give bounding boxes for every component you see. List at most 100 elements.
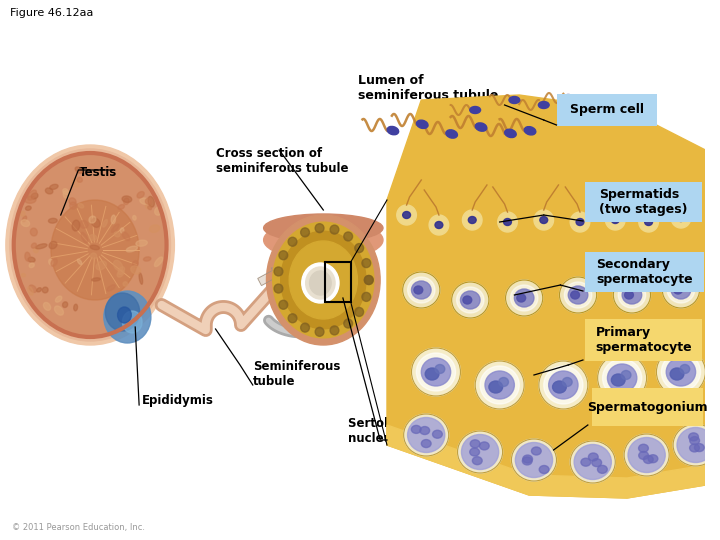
Ellipse shape	[21, 274, 25, 277]
Ellipse shape	[75, 167, 83, 173]
Ellipse shape	[426, 368, 439, 380]
Ellipse shape	[673, 424, 718, 466]
Ellipse shape	[132, 215, 136, 220]
Ellipse shape	[105, 293, 140, 331]
Ellipse shape	[509, 97, 520, 104]
Ellipse shape	[10, 149, 171, 341]
Circle shape	[362, 259, 371, 268]
Ellipse shape	[117, 270, 124, 277]
Ellipse shape	[124, 198, 129, 205]
FancyBboxPatch shape	[585, 319, 703, 361]
Ellipse shape	[690, 444, 699, 452]
Circle shape	[279, 251, 288, 260]
Ellipse shape	[266, 215, 380, 345]
Ellipse shape	[114, 260, 122, 271]
Circle shape	[570, 212, 590, 232]
Ellipse shape	[136, 240, 148, 246]
Ellipse shape	[499, 377, 508, 387]
Ellipse shape	[21, 220, 30, 226]
Ellipse shape	[690, 437, 700, 444]
Circle shape	[343, 232, 353, 241]
Ellipse shape	[603, 359, 642, 397]
Ellipse shape	[22, 216, 27, 222]
Ellipse shape	[639, 444, 649, 452]
Ellipse shape	[81, 232, 88, 243]
Circle shape	[288, 237, 297, 246]
Ellipse shape	[549, 371, 578, 399]
Ellipse shape	[421, 358, 451, 386]
Ellipse shape	[6, 145, 174, 345]
Ellipse shape	[91, 278, 100, 281]
Circle shape	[498, 212, 517, 232]
Ellipse shape	[114, 232, 120, 237]
Circle shape	[288, 314, 297, 323]
Text: Epididymis: Epididymis	[142, 394, 214, 407]
Ellipse shape	[50, 184, 58, 190]
Ellipse shape	[511, 439, 557, 481]
Text: Testis: Testis	[78, 166, 117, 179]
Ellipse shape	[446, 130, 457, 138]
Ellipse shape	[89, 216, 96, 223]
Ellipse shape	[622, 286, 642, 304]
Ellipse shape	[677, 428, 714, 462]
Ellipse shape	[564, 282, 592, 308]
Ellipse shape	[32, 243, 37, 248]
FancyArrow shape	[334, 289, 351, 315]
Ellipse shape	[416, 120, 428, 129]
Ellipse shape	[670, 368, 684, 380]
Ellipse shape	[514, 289, 534, 307]
Ellipse shape	[33, 247, 38, 253]
Circle shape	[639, 212, 658, 232]
Ellipse shape	[122, 232, 130, 241]
Ellipse shape	[414, 286, 423, 294]
Ellipse shape	[680, 364, 690, 374]
Ellipse shape	[469, 448, 480, 456]
Ellipse shape	[544, 366, 583, 404]
Ellipse shape	[310, 271, 331, 295]
Ellipse shape	[475, 123, 487, 131]
Text: Seminiferous
tubule: Seminiferous tubule	[253, 360, 340, 388]
Ellipse shape	[27, 190, 37, 200]
Ellipse shape	[148, 206, 152, 210]
Ellipse shape	[30, 228, 37, 236]
Polygon shape	[387, 425, 706, 498]
Circle shape	[364, 275, 373, 285]
Ellipse shape	[657, 348, 706, 396]
Ellipse shape	[122, 311, 142, 333]
FancyBboxPatch shape	[585, 252, 704, 292]
FancyBboxPatch shape	[592, 388, 703, 426]
Ellipse shape	[281, 231, 366, 329]
Ellipse shape	[154, 257, 163, 267]
Ellipse shape	[49, 259, 53, 265]
Text: Spermatogonium: Spermatogonium	[588, 401, 708, 414]
Ellipse shape	[72, 178, 79, 187]
Ellipse shape	[559, 277, 597, 313]
Ellipse shape	[581, 458, 590, 466]
Ellipse shape	[677, 214, 685, 221]
Ellipse shape	[539, 102, 549, 109]
Ellipse shape	[14, 153, 166, 337]
Ellipse shape	[145, 202, 151, 209]
Ellipse shape	[51, 259, 58, 266]
Ellipse shape	[118, 267, 125, 274]
Ellipse shape	[302, 263, 339, 303]
Ellipse shape	[107, 285, 115, 291]
Ellipse shape	[35, 244, 47, 249]
Ellipse shape	[451, 282, 489, 318]
Ellipse shape	[592, 458, 602, 467]
Ellipse shape	[150, 225, 160, 232]
Ellipse shape	[470, 440, 480, 448]
Ellipse shape	[570, 441, 616, 483]
Polygon shape	[387, 95, 706, 498]
Circle shape	[355, 307, 364, 316]
Ellipse shape	[140, 198, 150, 204]
Ellipse shape	[78, 204, 84, 208]
Ellipse shape	[306, 267, 335, 299]
Ellipse shape	[21, 212, 25, 216]
Ellipse shape	[264, 214, 383, 242]
Text: Cross section of
seminiferous tubule: Cross section of seminiferous tubule	[215, 147, 348, 175]
Ellipse shape	[25, 252, 30, 261]
Ellipse shape	[408, 277, 435, 303]
Ellipse shape	[77, 177, 82, 183]
Ellipse shape	[37, 288, 42, 292]
